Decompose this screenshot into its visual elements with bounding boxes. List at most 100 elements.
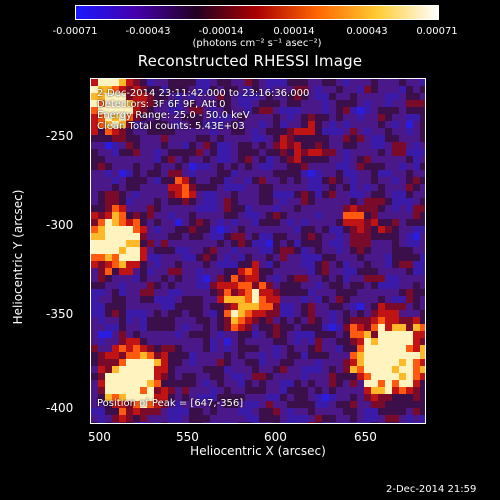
heatmap-cell <box>189 296 196 303</box>
heatmap-cell <box>329 422 336 423</box>
heatmap-cell <box>217 254 224 261</box>
heatmap-cell <box>322 135 329 142</box>
heatmap-cell <box>315 170 322 177</box>
heatmap-cell <box>175 415 182 422</box>
heatmap-cell <box>140 121 147 128</box>
heatmap-cell <box>245 394 252 401</box>
heatmap-cell <box>161 149 168 156</box>
heatmap-cell <box>371 170 378 177</box>
heatmap-cell <box>140 387 147 394</box>
heatmap-cell <box>168 86 175 93</box>
heatmap-cell <box>182 324 189 331</box>
heatmap-cell <box>154 107 161 114</box>
heatmap-cell <box>203 254 210 261</box>
heatmap-cell <box>301 345 308 352</box>
heatmap-cell <box>224 219 231 226</box>
heatmap-cell <box>385 352 392 359</box>
heatmap-cell <box>210 401 217 408</box>
heatmap-cell <box>406 317 413 324</box>
heatmap-cell <box>210 177 217 184</box>
heatmap-cell <box>399 142 406 149</box>
heatmap-cell <box>371 177 378 184</box>
heatmap-cell <box>357 401 364 408</box>
heatmap-cell <box>413 422 420 423</box>
heatmap-cell <box>231 107 238 114</box>
heatmap-cell <box>147 212 154 219</box>
heatmap-cell <box>406 254 413 261</box>
heatmap-cell <box>119 121 126 128</box>
heatmap-cell <box>147 331 154 338</box>
heatmap-cell <box>322 366 329 373</box>
heatmap-cell <box>259 317 266 324</box>
heatmap-cell <box>238 331 245 338</box>
heatmap-cell <box>224 380 231 387</box>
heatmap-cell <box>217 149 224 156</box>
image-heatmap <box>91 79 425 423</box>
heatmap-cell <box>315 114 322 121</box>
heatmap-cell <box>343 177 350 184</box>
heatmap-cell <box>399 170 406 177</box>
heatmap-cell <box>217 198 224 205</box>
heatmap-cell <box>231 408 238 415</box>
heatmap-cell <box>294 135 301 142</box>
heatmap-cell <box>392 408 399 415</box>
heatmap-cell <box>182 79 189 86</box>
heatmap-cell <box>392 170 399 177</box>
heatmap-cell <box>140 240 147 247</box>
heatmap-cell <box>168 240 175 247</box>
heatmap-cell <box>343 310 350 317</box>
heatmap-cell <box>161 275 168 282</box>
heatmap-cell <box>140 198 147 205</box>
heatmap-cell <box>133 149 140 156</box>
heatmap-cell <box>329 233 336 240</box>
heatmap-cell <box>119 366 126 373</box>
heatmap-cell <box>189 163 196 170</box>
heatmap-cell <box>378 247 385 254</box>
heatmap-cell <box>350 268 357 275</box>
heatmap-cell <box>224 86 231 93</box>
heatmap-cell <box>245 184 252 191</box>
heatmap-cell <box>294 331 301 338</box>
heatmap-cell <box>336 401 343 408</box>
heatmap-cell <box>294 100 301 107</box>
heatmap-cell <box>399 317 406 324</box>
clean-annotation: Clean Total counts: 5.43E+03 <box>97 121 245 132</box>
heatmap-cell <box>301 205 308 212</box>
heatmap-cell <box>329 184 336 191</box>
heatmap-cell <box>154 261 161 268</box>
heatmap-cell <box>301 352 308 359</box>
heatmap-cell <box>224 331 231 338</box>
heatmap-cell <box>399 100 406 107</box>
heatmap-cell <box>154 170 161 177</box>
heatmap-cell <box>182 282 189 289</box>
heatmap-cell <box>399 415 406 422</box>
heatmap-cell <box>91 303 98 310</box>
heatmap-cell <box>371 135 378 142</box>
heatmap-cell <box>336 303 343 310</box>
heatmap-cell <box>238 149 245 156</box>
heatmap-cell <box>196 254 203 261</box>
heatmap-cell <box>112 317 119 324</box>
heatmap-cell <box>224 282 231 289</box>
heatmap-cell <box>294 338 301 345</box>
heatmap-cell <box>364 142 371 149</box>
heatmap-cell <box>112 282 119 289</box>
heatmap-cell <box>273 219 280 226</box>
heatmap-cell <box>301 317 308 324</box>
heatmap-cell <box>175 149 182 156</box>
heatmap-cell <box>287 303 294 310</box>
heatmap-cell <box>140 282 147 289</box>
heatmap-cell <box>364 135 371 142</box>
heatmap-cell <box>259 86 266 93</box>
heatmap-cell <box>280 303 287 310</box>
heatmap-cell <box>175 170 182 177</box>
heatmap-cell <box>371 79 378 86</box>
heatmap-cell <box>238 226 245 233</box>
heatmap-cell <box>364 345 371 352</box>
heatmap-cell <box>245 240 252 247</box>
heatmap-cell <box>350 394 357 401</box>
heatmap-cell <box>315 93 322 100</box>
heatmap-cell <box>140 415 147 422</box>
heatmap-cell <box>266 184 273 191</box>
heatmap-cell <box>322 79 329 86</box>
